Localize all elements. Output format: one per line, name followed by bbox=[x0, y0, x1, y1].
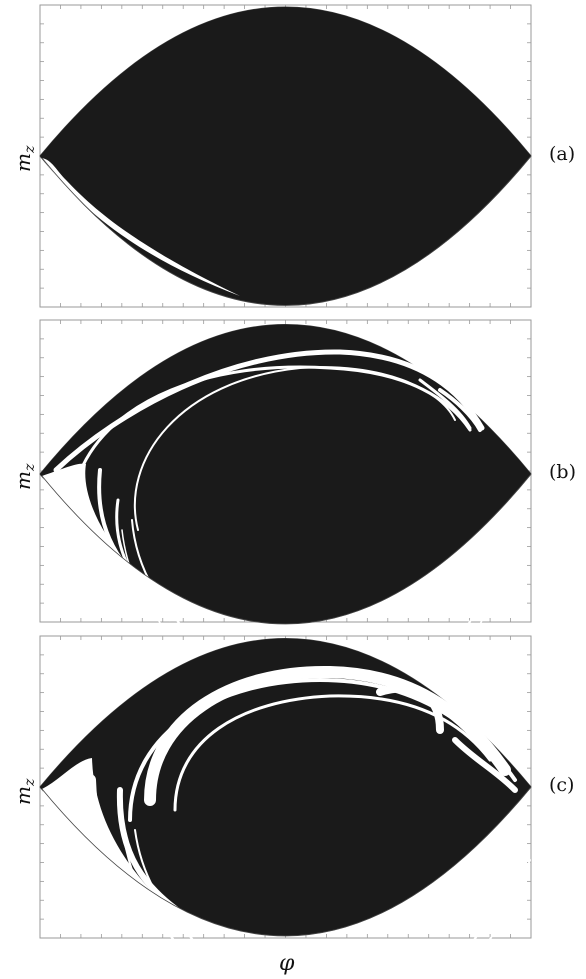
panel-c: mz (c) bbox=[11, 635, 574, 979]
panel-c-label: (c) bbox=[549, 774, 574, 796]
panel-c-basin-region bbox=[40, 638, 531, 936]
panel-a-y-label: mz bbox=[11, 145, 38, 172]
panel-a-white-wedge-edge bbox=[41, 155, 532, 306]
panel-b-y-label: mz bbox=[11, 463, 38, 490]
panel-b: mz (b) bbox=[11, 319, 576, 706]
panel-c-white-wedge bbox=[42, 758, 200, 934]
panel-b-white-wedge bbox=[42, 463, 180, 612]
panel-a-label: (a) bbox=[549, 143, 575, 165]
panel-b-basin-region bbox=[40, 324, 531, 624]
panel-b-white-bands bbox=[53, 349, 521, 706]
panel-b-ticks bbox=[40, 320, 531, 622]
panel-b-lower-edge bbox=[41, 473, 532, 625]
panel-a-ticks bbox=[40, 5, 531, 307]
panel-c-y-label: mz bbox=[11, 778, 38, 805]
panel-c-lower-edge bbox=[41, 786, 532, 937]
x-axis-label: φ bbox=[279, 951, 295, 976]
panel-b-label: (b) bbox=[549, 461, 576, 483]
panel-a: mz (a) bbox=[11, 4, 575, 308]
panel-a-basin-region bbox=[40, 7, 531, 305]
